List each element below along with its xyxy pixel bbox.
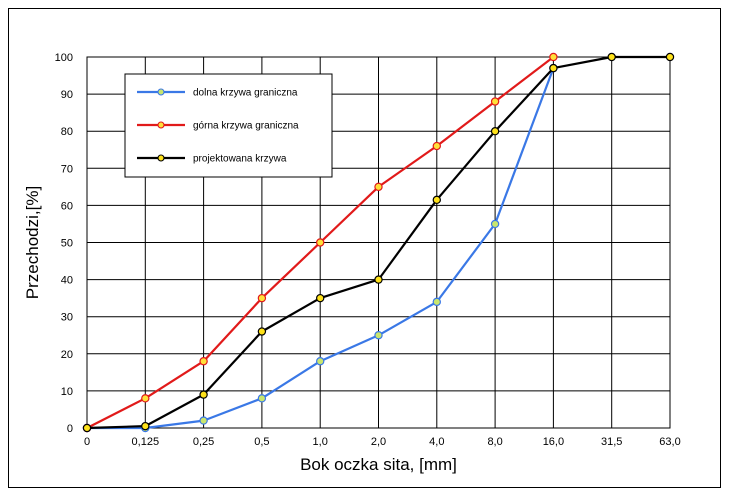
data-point — [607, 52, 616, 62]
y-tick-label: 50 — [61, 238, 73, 250]
legend-marker — [157, 154, 165, 162]
data-point — [490, 126, 500, 136]
x-tick-label: 0 — [84, 436, 90, 448]
data-point — [316, 293, 325, 303]
data-point — [257, 293, 267, 303]
legend-label: górna krzywa graniczna — [193, 121, 299, 132]
legend-marker — [157, 88, 165, 96]
legend-label: dolna krzywa graniczna — [193, 88, 298, 99]
y-tick-label: 20 — [61, 349, 73, 361]
x-axis-title: Bok oczka sita, [mm] — [300, 455, 457, 474]
series-2 — [82, 52, 558, 433]
legend: dolna krzywa graniczna górna krzywa grani… — [124, 73, 333, 178]
y-tick-label: 30 — [61, 312, 73, 324]
x-tick-label: 0,5 — [254, 436, 269, 448]
x-tick-label: 1,0 — [313, 436, 328, 448]
y-tick-label: 100 — [55, 52, 73, 64]
x-tick-label: 4,0 — [429, 436, 444, 448]
data-point — [665, 52, 675, 62]
legend-item: górna krzywa graniczna — [137, 121, 299, 132]
data-point — [490, 219, 500, 229]
y-tick-label: 70 — [61, 163, 73, 175]
x-tick-label: 63,0 — [659, 436, 680, 448]
x-tick-label: 2,0 — [371, 436, 386, 448]
x-tick-label: 8,0 — [487, 436, 502, 448]
data-point — [199, 357, 208, 366]
data-point — [199, 390, 208, 399]
y-axis-title: Przechodzi,[%] — [23, 186, 42, 299]
data-point — [82, 423, 92, 433]
x-tick-label: 0,25 — [193, 436, 214, 448]
x-tick-label: 16,0 — [543, 436, 564, 448]
data-point — [316, 357, 325, 366]
y-tick-labels: 0 10 20 30 40 50 60 70 80 90 100 — [55, 52, 73, 435]
data-point — [316, 238, 325, 247]
data-point — [432, 141, 441, 151]
data-point — [199, 416, 208, 425]
series-group — [82, 52, 675, 433]
legend-item: dolna krzywa graniczna — [137, 88, 298, 99]
data-point — [374, 331, 383, 340]
legend-marker — [157, 121, 165, 129]
data-point — [432, 297, 441, 307]
data-point — [257, 327, 267, 336]
y-tick-label: 60 — [61, 200, 73, 212]
x-tick-label: 31,5 — [601, 436, 622, 448]
legend-label: projektowana krzywa — [193, 154, 287, 165]
data-point — [374, 275, 383, 284]
y-tick-label: 90 — [61, 89, 73, 101]
data-point — [549, 63, 558, 73]
data-point — [141, 394, 150, 403]
data-point — [141, 421, 150, 431]
data-point — [549, 52, 558, 62]
legend-item: projektowana krzywa — [137, 154, 287, 165]
data-point — [257, 394, 267, 403]
x-tick-labels: 0 0,125 0,25 0,5 1,0 2,0 4,0 8,0 16,0 31,5 63,0 — [84, 436, 681, 448]
data-point — [374, 182, 383, 192]
data-point — [432, 195, 441, 205]
y-tick-label: 40 — [61, 275, 73, 287]
series-3 — [82, 52, 675, 433]
plot-area — [86, 56, 671, 429]
y-tick-label: 10 — [61, 386, 73, 398]
x-tick-label: 0,125 — [132, 436, 160, 448]
y-tick-label: 0 — [67, 423, 73, 435]
y-tick-label: 80 — [61, 126, 73, 138]
data-point — [490, 97, 500, 106]
